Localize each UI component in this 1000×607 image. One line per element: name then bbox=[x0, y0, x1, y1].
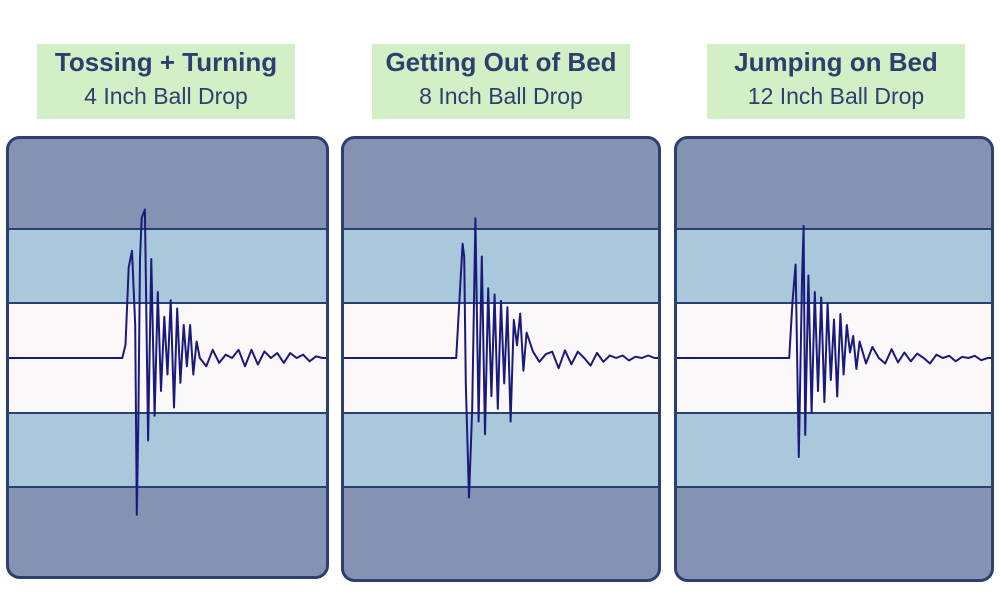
panel-border bbox=[674, 136, 994, 582]
lower-band bbox=[675, 413, 993, 487]
upper-band bbox=[342, 229, 660, 303]
upper-band bbox=[7, 229, 328, 303]
panel-header: Getting Out of Bed 8 Inch Ball Drop bbox=[372, 44, 630, 119]
panel-title: Getting Out of Bed bbox=[385, 47, 617, 77]
panel-border bbox=[6, 136, 329, 579]
panel-header: Jumping on Bed 12 Inch Ball Drop bbox=[707, 44, 965, 119]
vibration-waveform bbox=[7, 208, 328, 516]
top-band bbox=[342, 137, 660, 229]
panel-subtitle: 8 Inch Ball Drop bbox=[419, 83, 583, 109]
panel-title: Jumping on Bed bbox=[734, 47, 938, 77]
panel-title: Tossing + Turning bbox=[54, 47, 278, 77]
mattress-panel-tossing bbox=[6, 136, 329, 579]
bottom-band bbox=[342, 487, 660, 581]
panel-subtitle: 4 Inch Ball Drop bbox=[84, 83, 248, 109]
mattress-panel-getting-out bbox=[341, 136, 661, 582]
lower-band bbox=[342, 413, 660, 487]
top-band bbox=[7, 137, 328, 229]
panel-subtitle: 12 Inch Ball Drop bbox=[747, 83, 925, 109]
top-band bbox=[675, 137, 993, 229]
vibration-waveform bbox=[675, 225, 993, 458]
panel-header: Tossing + Turning 4 Inch Ball Drop bbox=[37, 44, 295, 119]
bottom-band bbox=[7, 487, 328, 578]
vibration-waveform bbox=[342, 217, 660, 499]
upper-band bbox=[675, 229, 993, 303]
mattress-panel-jumping bbox=[674, 136, 994, 582]
bottom-band bbox=[675, 487, 993, 581]
lower-band bbox=[7, 413, 328, 487]
panel-border bbox=[341, 136, 661, 582]
